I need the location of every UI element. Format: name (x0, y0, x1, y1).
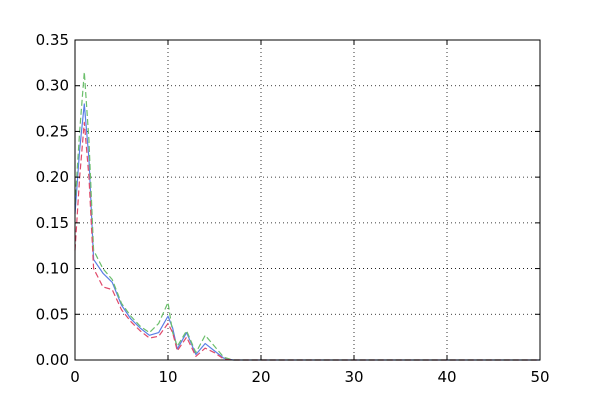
series-line-3 (74, 121, 540, 361)
y-tick-label: 0.35 (36, 31, 69, 49)
x-tick-label: 30 (344, 368, 363, 386)
axis-ticks (74, 39, 541, 361)
y-tick-label: 0.15 (36, 214, 69, 232)
y-tick-label: 0.20 (36, 168, 69, 186)
x-tick-label: 20 (251, 368, 270, 386)
x-tick-label: 0 (70, 368, 80, 386)
grid-lines (75, 40, 540, 360)
y-tick-labels: 0.00 0.05 0.10 0.15 0.20 0.25 0.30 0.35 (36, 31, 69, 369)
y-tick-label: 0.25 (36, 122, 69, 140)
series-line-2 (74, 71, 540, 361)
plot-background (75, 40, 540, 360)
y-tick-label: 0.00 (36, 351, 69, 369)
x-tick-labels: 0 10 20 30 40 50 (70, 368, 549, 386)
x-tick-label: 50 (530, 368, 549, 386)
x-tick-label: 40 (437, 368, 456, 386)
x-tick-label: 10 (158, 368, 177, 386)
y-tick-label: 0.10 (36, 260, 69, 278)
y-tick-label: 0.30 (36, 77, 69, 95)
y-tick-label: 0.05 (36, 305, 69, 323)
plot-frame (74, 39, 541, 361)
